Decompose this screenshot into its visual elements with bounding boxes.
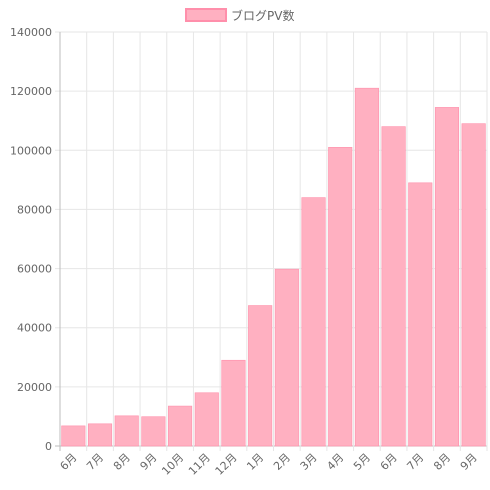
bar xyxy=(354,87,379,447)
x-tick-label: 10月 xyxy=(159,451,186,478)
bar xyxy=(87,423,113,447)
bar xyxy=(381,126,406,447)
legend-label: ブログPV数 xyxy=(231,8,294,23)
y-tick-label: 80000 xyxy=(17,203,52,216)
gridlines xyxy=(55,31,488,451)
x-tick-label: 5月 xyxy=(351,451,373,473)
x-tick-label: 1月 xyxy=(244,451,266,473)
bar xyxy=(114,415,139,447)
x-tick-label: 6月 xyxy=(378,451,400,473)
x-tick-label: 3月 xyxy=(298,451,320,473)
x-tick-label: 11月 xyxy=(186,451,213,478)
x-axis-ticks: 6月 7月 8月 9月 10月 11月 12月 1月 2月 3月 4月 5月 6月 7月 8月 9月 xyxy=(58,451,480,478)
legend-swatch xyxy=(185,8,227,22)
x-tick-label: 6月 xyxy=(58,451,80,473)
x-tick-label: 12月 xyxy=(213,451,240,478)
x-tick-label: 8月 xyxy=(431,451,453,473)
y-tick-label: 140000 xyxy=(10,26,52,39)
x-tick-label: 4月 xyxy=(324,451,346,473)
y-tick-label: 60000 xyxy=(17,263,52,276)
y-tick-label: 40000 xyxy=(17,322,52,335)
y-tick-label: 120000 xyxy=(10,85,52,98)
y-axis-ticks: 0 20000 40000 60000 80000 100000 120000 140000 xyxy=(10,26,52,453)
y-tick-label: 100000 xyxy=(10,144,52,157)
bar xyxy=(61,425,86,447)
x-tick-label: 2月 xyxy=(271,451,293,473)
bar xyxy=(168,405,193,447)
y-tick-label: 0 xyxy=(45,440,52,453)
bar xyxy=(221,359,246,447)
legend[interactable]: ブログPV数 xyxy=(185,8,294,23)
bar xyxy=(194,392,219,447)
x-tick-label: 9月 xyxy=(458,451,480,473)
x-tick-label: 7月 xyxy=(404,451,426,473)
x-tick-label: 9月 xyxy=(138,451,160,473)
bar xyxy=(248,305,273,447)
y-tick-label: 20000 xyxy=(17,381,52,394)
x-tick-label: 7月 xyxy=(84,451,106,473)
bar xyxy=(434,107,460,447)
x-tick-label: 8月 xyxy=(111,451,133,473)
bar xyxy=(274,268,299,447)
bar xyxy=(141,416,166,447)
bar xyxy=(408,182,433,447)
bars xyxy=(61,87,486,447)
bar xyxy=(301,197,326,447)
bar xyxy=(328,147,353,447)
bar xyxy=(461,123,486,447)
